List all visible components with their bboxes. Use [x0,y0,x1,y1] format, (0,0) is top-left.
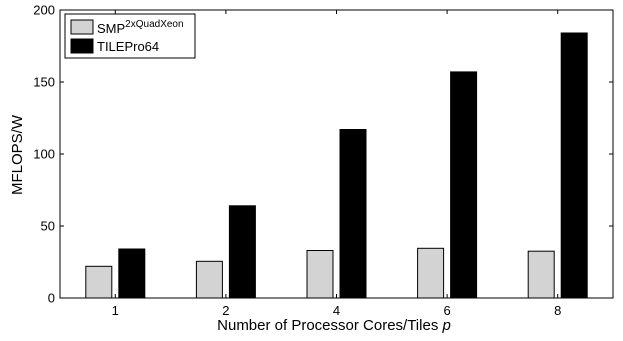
y-tick-label-200: 200 [33,3,55,18]
y-tick-label-50: 50 [41,219,55,234]
legend-label-smp: SMP2xQuadXeon [97,19,184,36]
y-axis-label: MFLOPS/W [9,114,26,195]
x-tick-label-4: 4 [333,303,340,318]
x-tick-label-6: 6 [443,303,450,318]
legend-label-smp-text: SMP [97,21,125,36]
legend-label-smp-sup: 2xQuadXeon [125,19,183,30]
legend: SMP2xQuadXeon TILEPro64 [64,13,196,59]
legend-swatch-tilepro64 [70,38,94,54]
y-tick-label-100: 100 [33,147,55,162]
plot-frame [59,9,614,299]
x-tick-label-2: 2 [222,303,229,318]
bars-layer [85,32,588,299]
bar-tilepro64-4 [339,129,367,299]
bar-tilepro64-8 [560,32,588,299]
bar-tilepro64-6 [450,71,478,299]
bar-smp-1 [85,265,113,299]
y-tick-label-0: 0 [48,291,55,306]
bar-smp-4 [306,250,334,299]
y-axis-ticks: 0 50 100 150 200 [33,3,613,306]
legend-swatch-smp [70,19,94,35]
bar-smp-6 [417,247,445,299]
x-axis-label: Number of Processor Cores/Tiles p [217,317,451,334]
bar-tilepro64-1 [118,248,146,299]
y-tick-label-150: 150 [33,75,55,90]
x-axis-ticks: 1 2 4 6 8 [112,10,561,318]
x-tick-label-8: 8 [554,303,561,318]
x-axis-label-text: Number of Processor Cores/Tiles [217,317,438,334]
bar-smp-2 [195,260,223,299]
legend-label-tilepro64: TILEPro64 [97,39,159,54]
x-axis-label-variable: p [442,317,451,334]
bar-smp-8 [527,250,555,299]
bar-tilepro64-2 [228,205,256,299]
x-tick-label-1: 1 [112,303,119,318]
